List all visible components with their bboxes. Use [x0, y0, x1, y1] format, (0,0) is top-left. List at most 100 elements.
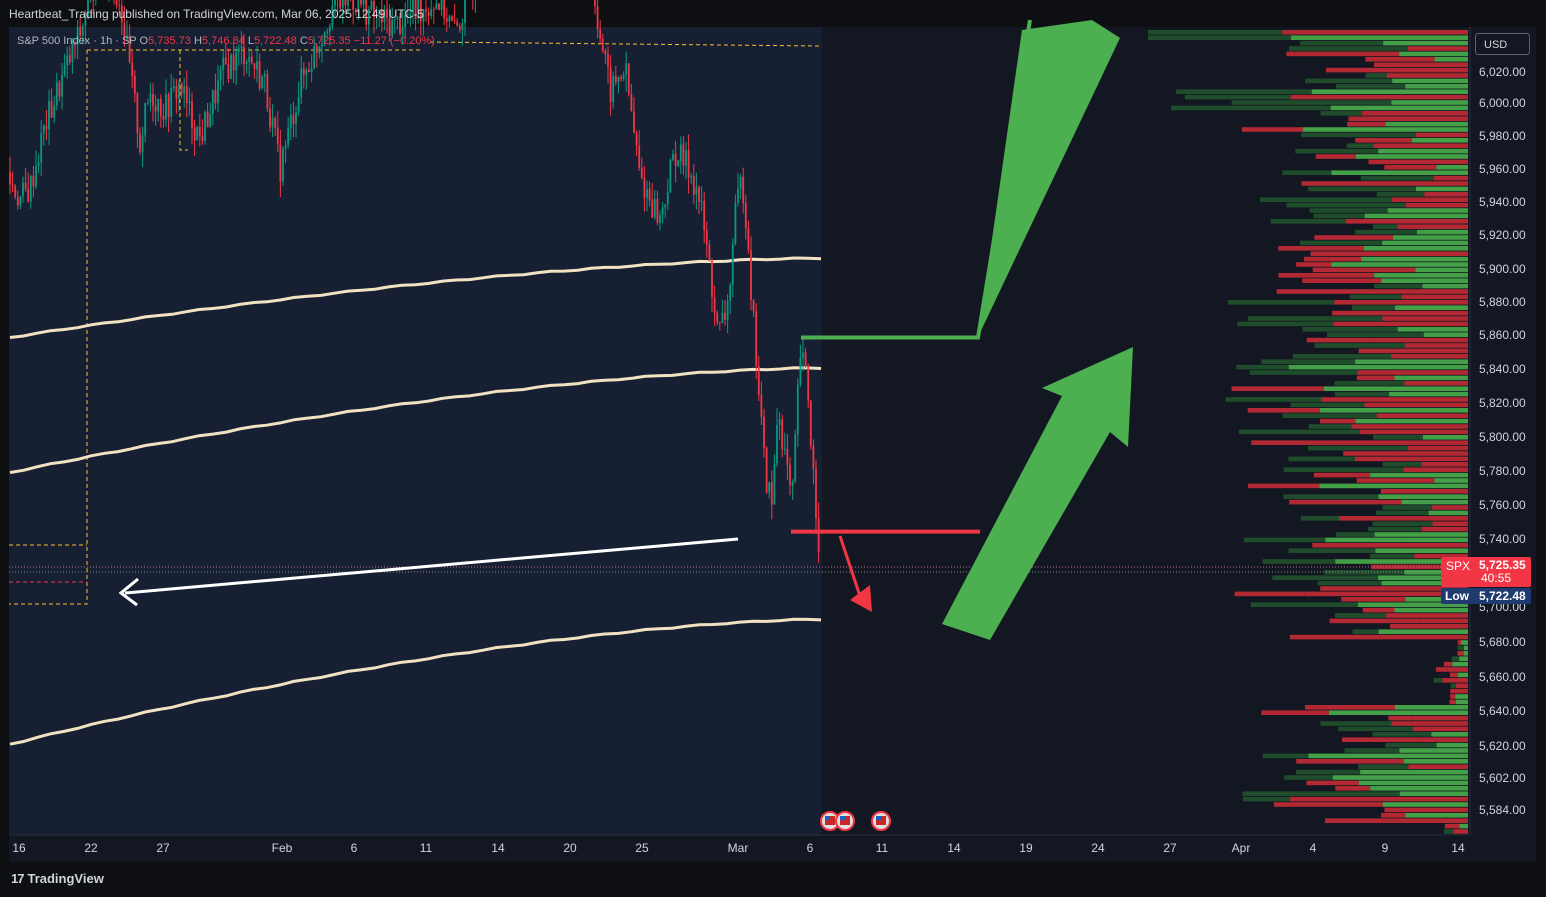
vp-bar [1378, 494, 1468, 499]
candle-body [672, 153, 674, 160]
candle-body [305, 69, 308, 75]
vp-bar [1312, 267, 1416, 273]
legend-change: −11.27 (−0.20%) [353, 35, 435, 47]
vp-bar [1343, 451, 1399, 456]
candle-body [776, 425, 778, 464]
vp-bar [1289, 499, 1402, 505]
candle-body [799, 357, 802, 385]
price-axis: 6,020.00 6,000.00 5,980.00 5,960.00 5,940.00… [1479, 65, 1526, 817]
candle-body [401, 27, 404, 34]
flag-canton [840, 816, 845, 820]
envelope-middle [9, 366, 822, 474]
vp-bar [1392, 78, 1468, 84]
vp-bar [1365, 73, 1387, 78]
candle-body [323, 32, 326, 44]
candle-body [266, 74, 269, 109]
vp-bar [1358, 348, 1396, 354]
candle-body [81, 25, 84, 36]
candle-body [386, 9, 388, 18]
candle-body [211, 90, 214, 114]
vp-bar [1370, 472, 1468, 478]
vp-bar [1282, 413, 1377, 418]
vp-bar [1321, 397, 1468, 402]
vp-bar [1414, 553, 1468, 559]
candle-body [352, 0, 355, 10]
vp-bar [1351, 424, 1468, 429]
symbol-legend[interactable]: S&P 500 Index · 1h · SP O5,735.73 H5,746… [17, 35, 435, 47]
candle-body [622, 75, 625, 80]
currency-button[interactable]: USD [1475, 33, 1530, 55]
y-tick-label: 5,660.00 [1479, 670, 1526, 684]
vp-bar [1382, 802, 1468, 807]
vp-bar [1313, 213, 1365, 219]
legend-low: 5,722.48 [253, 35, 297, 47]
vp-bar [1336, 440, 1468, 445]
vp-bar [1286, 202, 1406, 208]
vp-bar [1320, 721, 1392, 726]
vp-bar [1371, 564, 1418, 570]
candle-body [19, 195, 22, 206]
vp-bar [1356, 478, 1435, 483]
candle-body [721, 312, 724, 323]
vp-bar [1306, 337, 1375, 343]
tradingview-logo-icon: 17 [11, 871, 25, 886]
vp-bar [1261, 359, 1356, 364]
green-arrow-up-1 [978, 20, 1120, 337]
candle-body [635, 132, 638, 146]
vp-bar [1231, 386, 1324, 391]
vp-bar [1335, 559, 1468, 564]
vp-bar [1457, 672, 1468, 678]
candle-body [750, 250, 752, 300]
x-tick-label: 27 [156, 841, 170, 855]
vp-bar [1436, 165, 1468, 170]
vp-bar [1289, 634, 1380, 640]
vp-bar [1381, 580, 1468, 586]
legend-symbol: S&P 500 Index · 1h · SP [17, 35, 137, 47]
vp-bar [1380, 489, 1429, 494]
y-tick-label: 5,880.00 [1479, 295, 1526, 309]
vp-bar [1385, 121, 1468, 127]
y-tick-label: 5,960.00 [1479, 162, 1526, 176]
vp-bar [1394, 705, 1468, 710]
footer-brand[interactable]: 17 TradingView [11, 871, 104, 886]
candle-body [708, 244, 711, 262]
vp-bar [1270, 219, 1346, 224]
vp-bar [1394, 305, 1468, 310]
candle-body [700, 200, 703, 202]
vp-bar [1428, 489, 1468, 494]
candle-body [347, 0, 349, 6]
vp-bar [1171, 105, 1331, 111]
candle-body [313, 46, 316, 69]
vp-bar [1395, 289, 1468, 294]
candle-body [175, 86, 178, 99]
vp-bar [1334, 300, 1468, 305]
vp-bar [1387, 208, 1468, 213]
vp-bar [1417, 116, 1468, 121]
vp-bar [1421, 462, 1468, 467]
candle-body [326, 31, 329, 33]
vp-bar [1307, 445, 1408, 451]
vp-bar [1376, 192, 1425, 197]
vp-bar [1372, 732, 1432, 737]
x-tick-label: 25 [635, 841, 649, 855]
dashed-range-box [9, 50, 88, 605]
candle-body [146, 102, 149, 104]
envelope-lower [9, 617, 822, 746]
vp-bar [1381, 278, 1468, 283]
candle-body [679, 144, 682, 161]
vp-bar [1333, 321, 1468, 327]
candle-body [601, 38, 604, 51]
candle-body [172, 86, 175, 88]
vp-bar [1288, 46, 1408, 51]
vp-bar [1238, 429, 1360, 435]
vp-bar [1422, 283, 1468, 289]
vp-bar [1463, 651, 1468, 656]
vp-bar [1360, 175, 1434, 181]
vp-bar [1443, 661, 1453, 667]
candle-body [133, 75, 136, 94]
vp-bar [1452, 661, 1468, 667]
vp-bar [1382, 240, 1468, 246]
vp-bar [1391, 354, 1468, 359]
